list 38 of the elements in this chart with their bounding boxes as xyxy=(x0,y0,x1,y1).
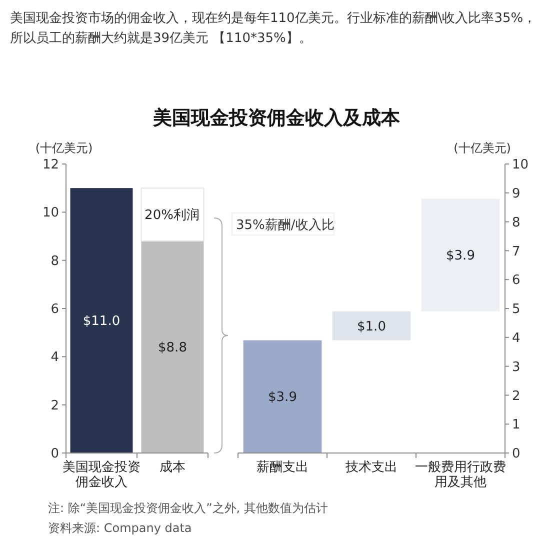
data-label: $3.9 xyxy=(446,248,475,264)
bar xyxy=(332,311,411,340)
data-label: $8.8 xyxy=(158,340,187,356)
y-tick-label: 4 xyxy=(50,350,59,366)
y2-axis-title: (十亿美元) xyxy=(454,141,511,155)
y2-tick-label: 7 xyxy=(512,244,520,260)
data-label: $11.0 xyxy=(82,314,120,330)
text: 资料来源: Company data xyxy=(48,521,192,535)
y2-tick-label: 1 xyxy=(512,418,520,433)
annotation: 35%薪酬/收入比 xyxy=(236,218,334,233)
y-tick-label: 8 xyxy=(50,254,59,269)
y-tick-label: 12 xyxy=(42,158,59,173)
text: 注: 除“美国现金投资佣金收入”之外, 其他数值为估计 xyxy=(48,501,328,515)
y-axis-title: (十亿美元) xyxy=(35,141,93,155)
x-tick-label: 美国现金投资佣金收入 xyxy=(62,459,140,490)
y2-tick-label: 9 xyxy=(512,186,520,202)
y2-tick-label: 4 xyxy=(512,330,520,346)
x-tick-label: 技术支出 xyxy=(344,460,398,475)
y-tick-label: 2 xyxy=(50,398,59,414)
y2-tick-label: 6 xyxy=(512,273,520,288)
x-tick-label: 薪酬支出 xyxy=(256,460,308,475)
x-tick-label: 成本 xyxy=(160,460,186,475)
text: 美国现金投资佣金收入及成本 xyxy=(152,107,401,129)
y2-tick-label: 10 xyxy=(512,158,529,173)
y-tick-label: 0 xyxy=(50,446,59,462)
bar xyxy=(243,340,322,453)
annotation: 20%利润 xyxy=(144,208,200,223)
y2-tick-label: 8 xyxy=(512,215,520,230)
y-tick-label: 10 xyxy=(42,206,59,221)
data-label: $3.9 xyxy=(268,390,297,406)
y2-tick-label: 3 xyxy=(512,360,520,375)
text: 美国现金投资市场的佣金收入，现在约是每年110亿美元。行业标准的薪酬\收入比率35%，所以员工的薪酬大约就是39亿美元 【110*35%】。 xyxy=(10,10,536,46)
y2-tick-label: 2 xyxy=(512,388,520,404)
y2-tick-label: 5 xyxy=(512,302,520,318)
x-tick-label: 一般费用行政费用及其他 xyxy=(415,460,506,490)
data-label: $1.0 xyxy=(357,319,386,334)
y2-tick-label: 0 xyxy=(512,446,520,462)
y-tick-label: 6 xyxy=(50,302,59,318)
